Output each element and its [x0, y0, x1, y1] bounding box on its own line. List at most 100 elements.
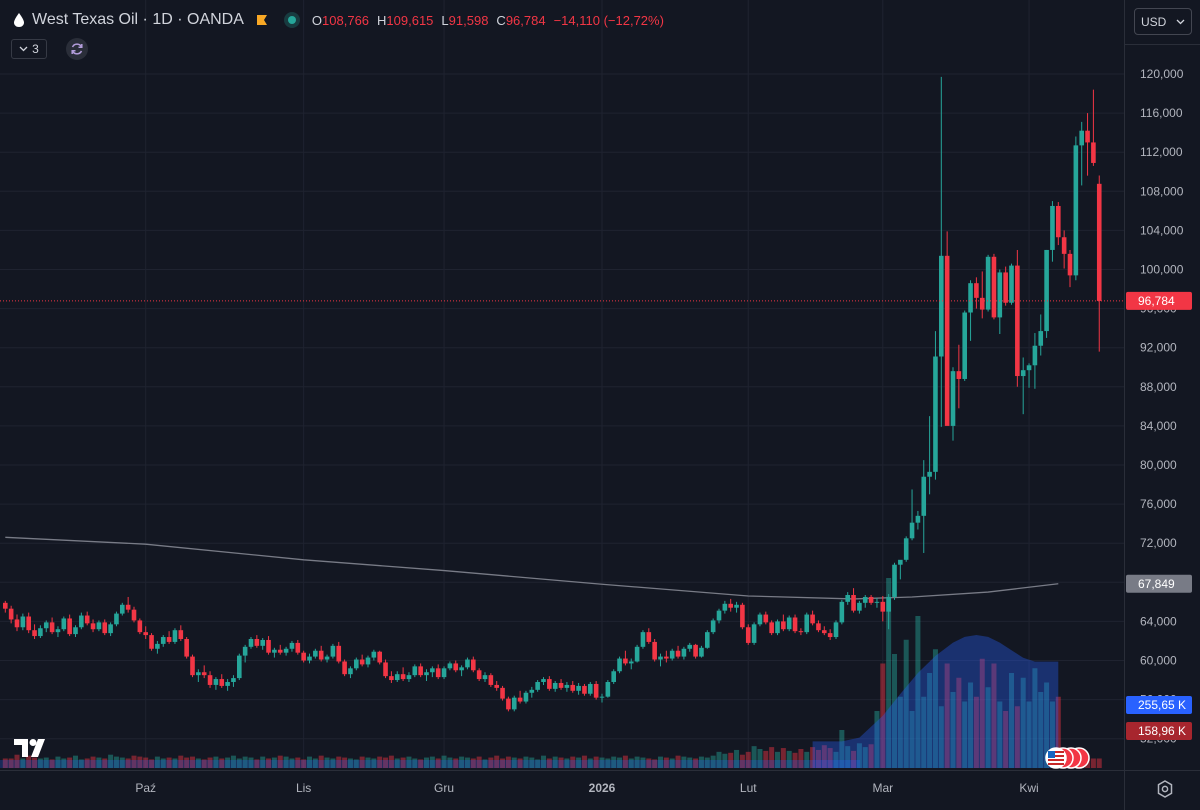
volume-bar — [464, 757, 470, 768]
oil-drop-icon — [14, 13, 24, 27]
volume-bar — [552, 756, 558, 768]
candle — [1056, 202, 1061, 246]
volume-bar — [131, 755, 137, 768]
volume-bar — [634, 756, 640, 768]
volume-bar — [734, 749, 740, 768]
candle — [1020, 357, 1026, 415]
candle — [874, 597, 880, 608]
candle — [517, 690, 523, 704]
last-price-label: 96,784 — [1126, 291, 1192, 310]
candle — [1050, 201, 1055, 262]
tradingview-logo-icon[interactable] — [14, 739, 50, 757]
volume-bar — [587, 758, 593, 768]
svg-text:255,65 K: 255,65 K — [1138, 698, 1186, 712]
currency-selector[interactable]: USD — [1134, 8, 1192, 35]
currency-label: USD — [1141, 14, 1167, 29]
volume-bar — [61, 758, 67, 768]
volume-bar — [225, 757, 231, 768]
candle — [1096, 175, 1102, 352]
candle — [985, 254, 991, 312]
volume-bar — [406, 756, 412, 768]
volume-bar — [143, 757, 149, 768]
volume-bar — [347, 758, 353, 768]
volume-bar — [424, 757, 429, 768]
market-status-icon[interactable] — [283, 12, 300, 28]
candle — [441, 666, 447, 680]
high-value: 109,615 — [386, 12, 434, 28]
volume-bar — [932, 649, 938, 768]
candle — [1061, 230, 1067, 269]
candle — [710, 618, 716, 635]
candle — [348, 666, 353, 679]
candle — [628, 658, 634, 670]
volume-bar — [646, 758, 652, 768]
volume-bar — [113, 756, 119, 768]
y-tick-label: 88,000 — [1140, 380, 1177, 394]
candle — [383, 659, 388, 679]
candle — [956, 344, 962, 409]
volume-bar — [792, 752, 798, 768]
candle — [1038, 314, 1044, 356]
volume-bar — [412, 758, 418, 768]
volume-bar — [353, 759, 359, 768]
candle — [219, 674, 225, 688]
volume-bar — [230, 755, 236, 768]
volume-bar — [312, 758, 318, 768]
candle — [547, 676, 552, 691]
volume-bar — [447, 757, 453, 768]
symbol-title[interactable]: West Texas Oil · 1D · OANDA — [32, 11, 244, 28]
candle — [178, 625, 184, 641]
candle — [997, 269, 1003, 335]
y-tick-label: 104,000 — [1140, 223, 1184, 237]
candle — [552, 681, 558, 692]
candle — [1003, 266, 1008, 306]
volume-bar — [137, 756, 143, 768]
volume-bar — [728, 752, 734, 768]
candle — [763, 611, 769, 625]
volume-bar — [260, 756, 266, 768]
y-tick-label: 100,000 — [1140, 263, 1184, 277]
volume-bar — [1038, 692, 1044, 768]
y-tick-label: 84,000 — [1140, 419, 1177, 433]
volume-bar — [927, 673, 933, 768]
volume-bar — [652, 759, 658, 768]
volume-bar — [570, 756, 576, 768]
volume-bar — [178, 755, 184, 768]
volume-bar — [576, 757, 582, 768]
settings-icon[interactable] — [1155, 779, 1175, 799]
chart-header: West Texas Oil · 1D · OANDA O108,766 H10… — [12, 8, 664, 32]
indicators-toggle-button[interactable]: 3 — [11, 39, 47, 59]
volume-bar — [775, 751, 780, 768]
candle — [740, 602, 745, 630]
candle — [1091, 89, 1096, 166]
volume-bar — [394, 758, 400, 768]
candle — [1044, 249, 1049, 338]
volume-bar — [780, 748, 786, 768]
candle — [453, 660, 459, 673]
refresh-icon[interactable] — [66, 38, 88, 60]
candle — [558, 679, 564, 690]
candle — [745, 624, 751, 645]
volume-bar — [669, 758, 675, 768]
candle — [96, 620, 102, 632]
economic-events-icon[interactable] — [1045, 746, 1093, 770]
flag-icon[interactable] — [256, 14, 268, 26]
volume-bar — [301, 759, 307, 768]
candle — [330, 643, 336, 659]
volume-bar — [973, 696, 979, 768]
candle — [857, 600, 862, 614]
candlestick-series — [3, 76, 1102, 712]
volume-bar — [295, 757, 301, 768]
volume-bar — [617, 757, 623, 768]
moving-average-layer — [5, 536, 1059, 600]
candle — [184, 637, 189, 659]
candle — [699, 645, 704, 658]
y-tick-label: 116,000 — [1140, 106, 1183, 120]
volume-bar — [494, 755, 500, 768]
volume-bar — [763, 750, 769, 768]
volume-bar — [1003, 711, 1009, 768]
candle — [342, 659, 347, 677]
candle — [681, 646, 687, 660]
candle — [488, 673, 494, 687]
